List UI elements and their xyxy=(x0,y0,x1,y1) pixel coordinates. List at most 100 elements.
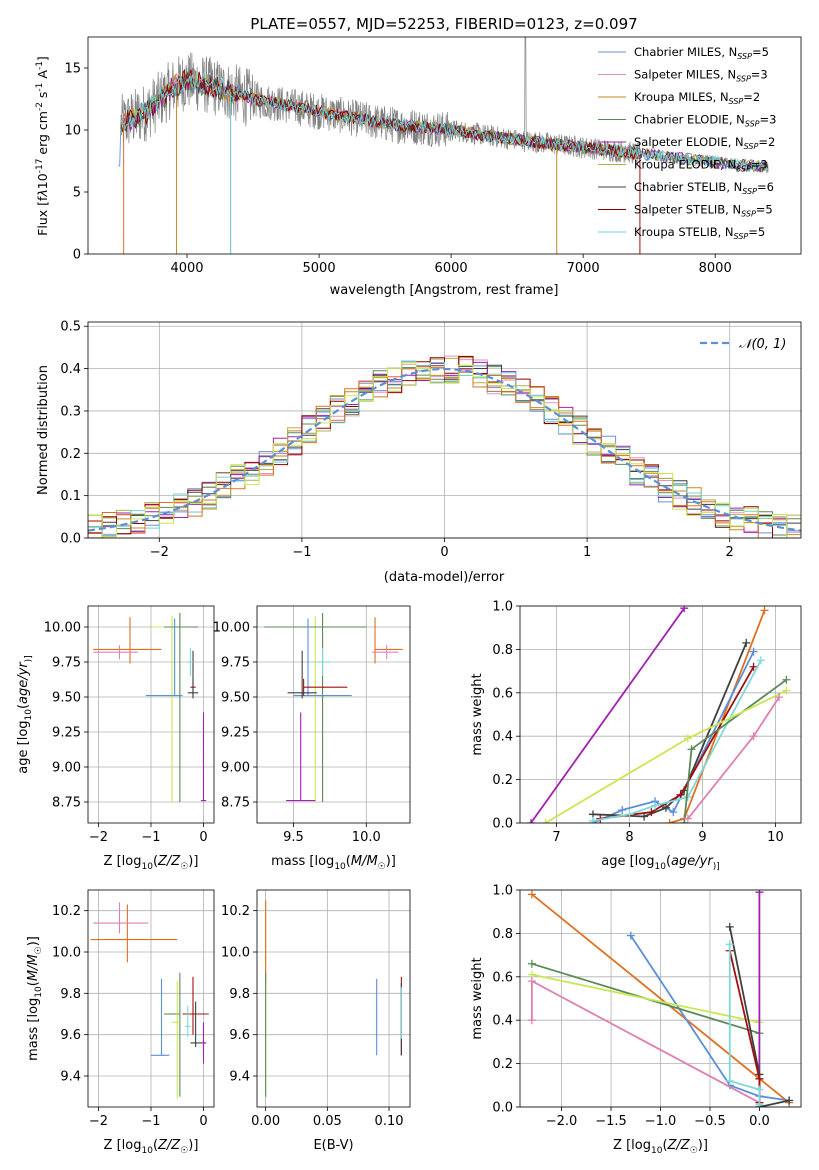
y-axis-label: age [log10(age/yr)] xyxy=(16,655,34,773)
y-tick-label: 0.8 xyxy=(492,643,513,658)
weight-marker xyxy=(755,1085,764,1094)
x-tick-label: 0.00 xyxy=(251,1114,280,1129)
y-tick-label: 0.0 xyxy=(492,817,513,832)
x-axis-label-part: ( xyxy=(662,1138,667,1153)
y-tick-label: 9.00 xyxy=(221,761,250,776)
x-axis-label-part: )] xyxy=(713,862,720,872)
y-axis-label-part: 10 xyxy=(35,173,50,189)
weight-marker xyxy=(665,819,674,823)
axes-frame xyxy=(519,889,802,1108)
weight-marker xyxy=(749,647,758,656)
y-tick-label: 9.25 xyxy=(221,726,250,741)
weight-marker xyxy=(680,819,689,823)
axes-frame xyxy=(519,605,802,824)
data-point xyxy=(315,648,330,676)
data-point xyxy=(187,650,199,699)
y-tick-label: 1.0 xyxy=(492,884,513,899)
weight-marker xyxy=(680,606,689,613)
legend-label-main: Kroupa MILES, N xyxy=(634,90,729,104)
x-axis-label-part: Z [log xyxy=(104,854,142,869)
x-axis-label-part: Z [log xyxy=(613,1138,651,1153)
model-spectrum xyxy=(124,68,641,161)
legend-label-tail: =3 xyxy=(760,113,777,127)
data-point xyxy=(185,1005,191,1037)
data-point xyxy=(151,615,193,802)
data-point xyxy=(372,645,399,660)
x-axis-label-part: ( xyxy=(346,854,351,869)
y-axis-label-part: -1 xyxy=(35,83,45,92)
x-axis-label-part: ☉ xyxy=(378,862,386,872)
x-axis-label-part: 10 xyxy=(141,862,153,872)
data-point xyxy=(93,617,162,664)
x-axis-label-part: age/yr xyxy=(671,854,714,869)
x-tick-label: −1 xyxy=(292,545,311,560)
legend-label-tail: =5 xyxy=(748,225,765,239)
x-tick-label: 9 xyxy=(698,830,706,845)
data-point xyxy=(200,712,207,802)
axes-frame xyxy=(87,605,215,824)
histogram-step xyxy=(88,366,801,538)
y-tick-label: 0.0 xyxy=(60,532,81,547)
data-point xyxy=(264,613,367,802)
y-tick-label: 9.50 xyxy=(52,691,81,706)
legend-label-main: Chabrier STELIB, N xyxy=(634,180,742,194)
y-axis-label: Normed distribution xyxy=(36,365,51,495)
y-tick-label: 10.2 xyxy=(52,904,81,919)
y-axis-label-part: λ xyxy=(35,189,50,197)
x-axis-label-part: )] xyxy=(386,854,396,869)
y-axis-label-part: -2 xyxy=(35,102,45,111)
y-axis-label-part: -1 xyxy=(35,61,45,70)
x-tick-label: 7000 xyxy=(567,261,600,276)
x-tick-label: 6000 xyxy=(435,261,468,276)
y-axis-label-part: ( xyxy=(16,704,31,709)
x-axis-label-part: mass [log xyxy=(271,854,334,869)
x-tick-label: 8 xyxy=(625,830,633,845)
y-tick-label: 10.0 xyxy=(221,946,250,961)
legend-label-sub: SSP xyxy=(736,165,751,174)
x-axis-label-part: age [log xyxy=(601,854,654,869)
chart-weight_vs_Z: −2.0 −1.5 −1.0 −0.5 0.0 0.0 0.2 0.4 0.6 0.8 1.0 Z [… xyxy=(470,884,802,1156)
weight-marker xyxy=(782,686,791,695)
legend-label-tail: =2 xyxy=(758,135,775,149)
legend-label: Kroupa MILES, NSSP=2 xyxy=(634,90,760,106)
data-point xyxy=(287,650,317,699)
x-axis-label-part: )] xyxy=(188,854,198,869)
axes-frame xyxy=(256,889,411,1108)
histogram-step xyxy=(88,362,801,538)
legend-label-main: Kroupa ELODIE, N xyxy=(634,158,736,172)
y-tick-label: 1.0 xyxy=(492,600,513,615)
y-axis-label-part: erg cm xyxy=(35,111,50,159)
axes-frame xyxy=(87,36,802,255)
x-axis-label-part: M/M xyxy=(351,854,378,869)
y-tick-label: 0.4 xyxy=(492,1014,513,1029)
x-tick-label: 4000 xyxy=(170,261,203,276)
y-axis-label: Flux [fλ10-17 erg cm-2 s-1 A-1] xyxy=(35,56,50,236)
x-tick-label: −2.0 xyxy=(546,1114,578,1129)
weight-marker xyxy=(687,745,696,754)
legend-label: Kroupa STELIB, NSSP=5 xyxy=(634,225,765,241)
weight-marker xyxy=(661,803,670,812)
y-tick-label: 0.4 xyxy=(492,730,513,745)
weight-marker xyxy=(782,675,791,684)
data-point xyxy=(374,617,403,664)
weight-line xyxy=(600,666,755,820)
legend-label: Salpeter STELIB, NSSP=5 xyxy=(634,203,773,219)
x-axis-label-part: Z [log xyxy=(104,1138,142,1153)
x-axis-label: E(B-V) xyxy=(313,1138,353,1153)
legend-label: Salpeter ELODIE, NSSP=2 xyxy=(634,135,775,151)
x-tick-label: 10.0 xyxy=(352,830,381,845)
x-axis-label: Z [log10(Z/Z☉)] xyxy=(613,1138,708,1156)
y-tick-label: 0.0 xyxy=(492,1101,513,1116)
y-axis-label-part: ( xyxy=(26,981,41,986)
plot-area xyxy=(265,900,402,1097)
x-axis-label-part: 10 xyxy=(334,862,346,872)
y-tick-label: 9.25 xyxy=(52,726,81,741)
legend-label-tail: =2 xyxy=(743,90,760,104)
chart-mass_vs_Z: −2 −1 09.49.69.810.010.2Z [log10(Z/Z☉)]mas… xyxy=(26,889,215,1156)
legend-label-sub: SSP xyxy=(745,120,760,129)
y-tick-label: 9.6 xyxy=(60,1028,81,1043)
x-axis-label-part: Z/Z xyxy=(157,1138,181,1153)
weight-marker xyxy=(588,816,597,823)
plot-area xyxy=(118,37,769,254)
